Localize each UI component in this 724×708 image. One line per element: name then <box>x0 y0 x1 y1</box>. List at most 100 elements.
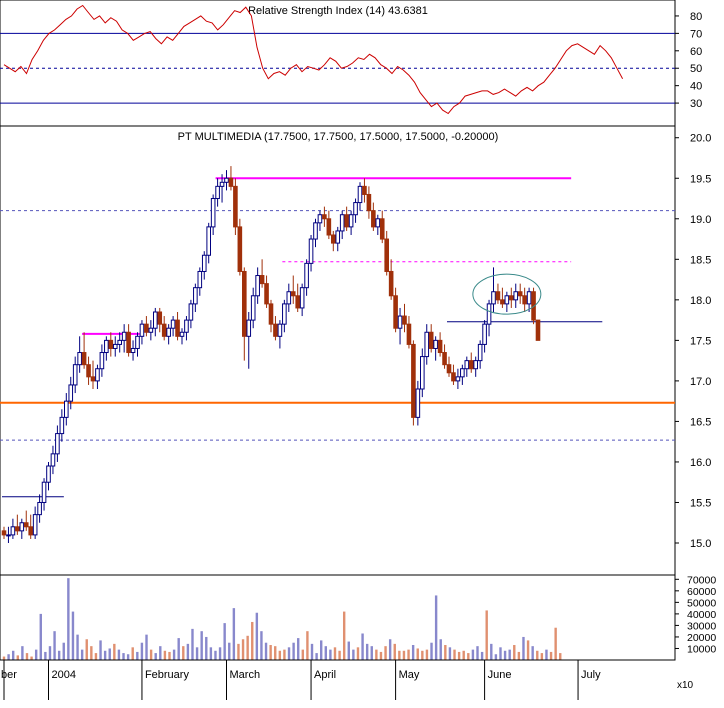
volume-bar <box>393 643 396 660</box>
volume-bar <box>402 650 406 660</box>
candle-body <box>348 214 354 228</box>
candlesticks <box>1 166 541 544</box>
volume-bar <box>320 640 323 660</box>
candle-body <box>10 526 16 536</box>
volume-bar <box>333 647 337 660</box>
volume-bar <box>172 649 176 660</box>
candle-body <box>331 234 336 244</box>
candle-body <box>242 270 247 337</box>
volume-bar <box>434 595 438 660</box>
volume-bar <box>117 649 121 660</box>
volume-bar <box>62 642 65 660</box>
candle-body <box>277 323 283 337</box>
price-tick-label: 15.0 <box>690 538 711 550</box>
candle-body <box>397 315 403 329</box>
candle-body <box>353 202 358 216</box>
candle-body <box>477 343 483 362</box>
rsi-line <box>3 4 624 115</box>
volume-bar <box>361 633 364 660</box>
candle-body <box>264 283 269 305</box>
volume-bar <box>494 654 498 660</box>
volume-bar <box>471 649 475 660</box>
volume-bar <box>508 649 511 660</box>
volume-bar <box>513 645 516 660</box>
volume-bar <box>154 653 157 660</box>
price-tick-label: 17.5 <box>690 335 711 347</box>
candle-body <box>161 323 167 337</box>
volume-bar <box>241 639 245 660</box>
volume-bar <box>237 643 240 660</box>
candle-body <box>393 295 398 329</box>
candle-body <box>442 352 447 366</box>
volume-bar <box>251 621 254 660</box>
price-tick-label: 19.0 <box>690 214 711 226</box>
candle-body <box>32 514 38 536</box>
price-tick-label: 19.5 <box>690 173 711 185</box>
candle-body <box>166 327 171 337</box>
volume-tick-label: 50000 <box>687 597 716 609</box>
volume-bar <box>39 613 42 660</box>
candle-body <box>1 530 7 536</box>
candle-body <box>215 185 220 200</box>
candle-body <box>37 501 42 516</box>
candle-body <box>184 319 189 333</box>
volume-bar <box>411 645 415 660</box>
volume-bar <box>113 643 116 660</box>
volume-bar <box>177 638 180 660</box>
price-tick-label: 15.5 <box>690 497 711 509</box>
date-tick-label: April <box>314 669 336 681</box>
volume-bar <box>540 653 544 660</box>
candle-body <box>339 214 345 232</box>
volume-bar <box>255 612 259 660</box>
volume-bar <box>48 646 52 660</box>
volume-bar <box>108 648 111 660</box>
volume-bar <box>264 642 268 660</box>
volume-bar <box>485 610 488 660</box>
candle-body <box>219 181 225 187</box>
volume-bar <box>136 651 139 660</box>
volume-bar <box>388 639 392 660</box>
candle-body <box>28 526 33 536</box>
candle-body <box>371 210 376 228</box>
volume-bar <box>480 651 484 660</box>
candle-body <box>81 352 87 366</box>
candle-body <box>206 226 211 256</box>
volume-bar <box>163 650 167 660</box>
volume-bar <box>425 649 429 660</box>
candle-body <box>384 238 389 272</box>
volume-bar <box>301 649 305 660</box>
candle-body <box>64 400 69 418</box>
volume-bar <box>453 649 456 660</box>
volume-bar <box>444 645 447 660</box>
volume-bar <box>384 646 387 660</box>
candle-body <box>366 193 372 212</box>
volume-bars <box>2 578 562 660</box>
volume-bar <box>57 650 61 660</box>
candle-body <box>139 323 145 337</box>
volume-bar <box>554 627 557 660</box>
volume-bar <box>246 635 249 660</box>
volume-multiplier: x10 <box>677 680 694 691</box>
price-tick-label: 16.5 <box>690 416 711 428</box>
candle-body <box>282 303 287 325</box>
rsi-tick-label: 40 <box>690 81 702 93</box>
volume-bar <box>499 647 502 660</box>
price-axis: 15.0 15.5 16.0 16.5 17.0 17.5 18.0 18.5 19.0 19.5… <box>675 133 711 550</box>
candle-body <box>144 323 149 333</box>
candle-body <box>86 364 91 378</box>
volume-bar <box>218 647 222 660</box>
candle-body <box>246 319 252 337</box>
volume-bar <box>25 653 29 660</box>
volume-bar <box>168 651 171 660</box>
volume-bar <box>467 653 470 660</box>
candle-body <box>308 238 314 264</box>
volume-bar <box>536 650 539 660</box>
volume-bar <box>297 638 300 660</box>
candle-body <box>495 291 501 301</box>
volume-bar <box>80 649 84 660</box>
rsi-tick-label: 70 <box>690 28 702 40</box>
volume-bar <box>352 649 355 660</box>
volume-bar <box>260 631 263 660</box>
